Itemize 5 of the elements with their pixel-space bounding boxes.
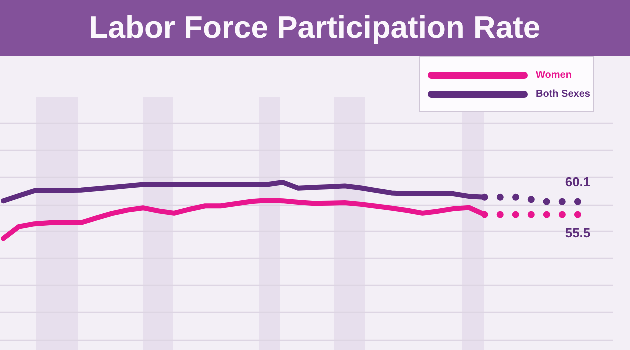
data-label: 60.1 [565, 174, 591, 190]
text: Both Sexes [536, 89, 590, 100]
text: Women [536, 70, 572, 81]
data-label: 55.5 [565, 225, 591, 240]
chart-title: Labor Force Participation Rate [89, 10, 541, 46]
